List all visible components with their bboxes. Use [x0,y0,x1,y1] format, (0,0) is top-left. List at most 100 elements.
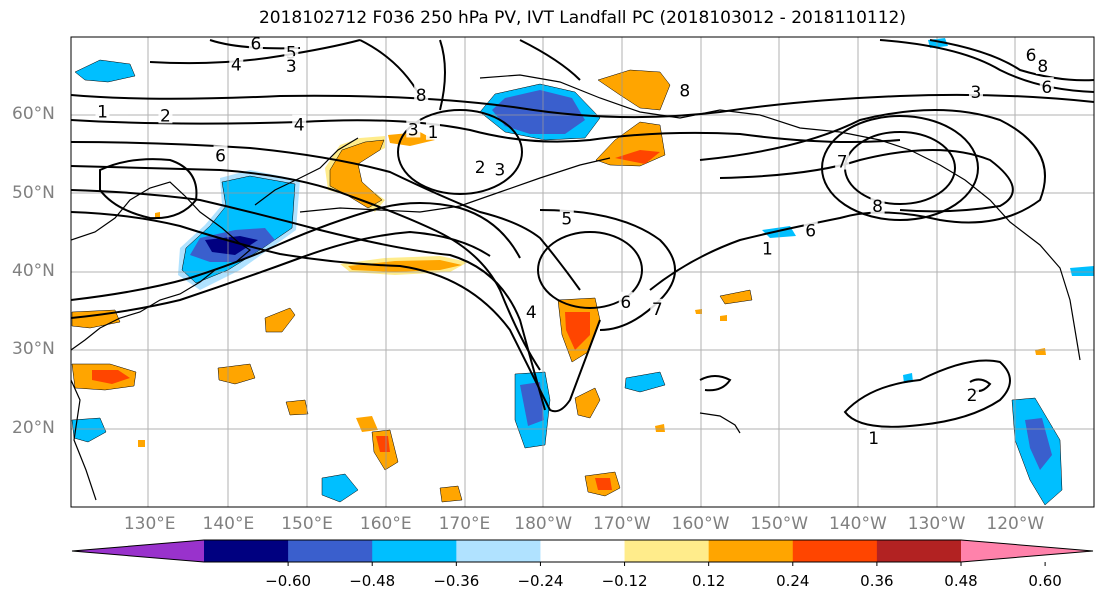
contour-label-bg [835,151,850,170]
lon-tick-label: 160°E [359,514,412,534]
positive-ivt-patch [719,289,753,305]
contour-label: 3 [494,160,505,180]
lon-tick-label: 150°E [281,514,333,534]
lat-tick-label: 20°N [12,417,55,438]
contour-label-bg [473,157,488,176]
positive-ivt-patch [565,312,590,350]
contour-label-bg [292,114,307,133]
contour-label: 6 [805,221,816,241]
contour-label: 1 [428,123,439,143]
lon-tick-label: 170°E [438,514,491,534]
ivt-shading-layer [71,38,1094,506]
positive-ivt-patch [597,69,671,111]
contour-label: 5 [286,44,297,64]
contour-label: 7 [652,300,663,320]
contour-label: 3 [408,120,419,140]
contour-label-bg [229,54,244,73]
positive-ivt-patch [264,307,296,333]
contour-label-bg [677,80,692,99]
contour-label-bg [559,208,574,227]
colorbar-segment [876,540,962,562]
coastlines [71,74,1081,501]
lon-tick-label: 130°E [123,514,176,534]
contour-label: 8 [679,81,690,101]
contour-label-bg [414,84,429,103]
colorbar-tick-label: −0.48 [349,572,396,590]
colorbar-tick-label: 0.12 [691,572,726,590]
contour-label: 1 [97,102,108,122]
colorbar-segment [288,540,373,562]
colorbar-segment [792,540,878,562]
contour-label: 6 [1026,46,1037,66]
contour-label-bg [618,291,633,310]
map-frame [70,36,1095,508]
contour-label: 4 [231,55,242,75]
colorbar-segment [540,540,626,562]
contour-label-bg [213,145,228,164]
contour-label-bg [248,37,263,52]
contour-label-bg [965,384,980,403]
contour-label-bg [425,121,440,140]
contour-label: 8 [872,197,883,217]
colorbar-tick-label: 0.36 [860,572,894,590]
colorbar-segment [204,540,289,562]
contour-label: 4 [294,116,305,136]
positive-ivt-patch [615,150,660,164]
coastline-kamchatka [254,137,359,206]
contour-label-bg [870,196,885,215]
negative-ivt-patch [71,417,107,443]
coastline-alaska [479,74,1081,361]
contour-label-bg [760,238,775,257]
contour-label-bg [866,428,881,447]
colorbar-tick-label: −0.36 [433,572,480,590]
contour-label: 3 [971,83,982,103]
contour-label: 8 [416,86,427,106]
coastline-aleutians [299,157,611,213]
colorbar-extend-low [72,540,204,562]
lon-tick-label: 140°E [202,514,255,534]
contour-label: 2 [160,106,171,126]
negative-ivt-patch [74,59,136,83]
contour-label: 6 [620,293,631,313]
negative-ivt-patch [205,236,258,255]
colorbar-tick-label: −0.24 [517,572,564,590]
contour-label: 1 [868,429,879,449]
negative-ivt-patch [492,90,585,134]
colorbar-tick-label: 0.60 [1028,572,1062,590]
lon-tick-label: 120°W [986,514,1045,534]
contour-label: 4 [526,303,537,323]
positive-ivt-patch [439,485,463,503]
coastline-east-asia [71,181,251,351]
contour-label-bg [803,220,818,239]
lon-tick-label: 130°W [907,514,966,534]
contour-label-bg [1039,77,1054,96]
positive-ivt-patch [574,387,601,419]
contour-label-bg [1024,45,1039,64]
coastline-philippines [71,379,97,501]
negative-ivt-patch [624,371,666,393]
colorbar-tick-label: −0.60 [265,572,312,590]
positive-ivt-patch [356,416,378,432]
contour-label: 6 [251,34,262,54]
positive-ivt-patch [92,370,130,384]
colorbar-segment [708,540,794,562]
positive-ivt-patch [155,212,160,218]
positive-ivt-patch [720,315,727,321]
pv-contours [71,39,1094,428]
contour-label-bg [524,301,539,320]
contour-label-bg [158,105,173,124]
contour-label-bg [284,55,299,74]
contour-label: 1 [762,240,773,260]
colorbar-outline [71,539,1094,563]
positive-ivt-patch [217,363,256,385]
contour-label-bg [968,81,983,100]
colorbar-tick-label: 0.24 [776,572,810,590]
contour-label: 2 [475,158,486,178]
lat-tick-label: 50°N [12,182,55,203]
positive-ivt-patch [138,440,145,447]
lon-tick-label: 180°W [514,514,573,534]
colorbar-segment [624,540,710,562]
